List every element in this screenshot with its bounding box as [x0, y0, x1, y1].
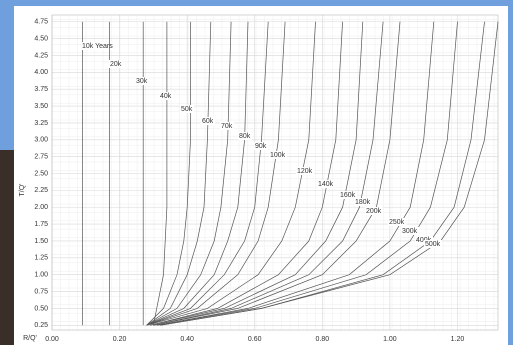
curve-label: 40k: [160, 93, 172, 100]
curve-label: 250k: [389, 219, 405, 226]
curve-label: 60k: [202, 118, 214, 125]
page: 0.25 0.50 0.75 1.00 1.25 1.50 1.75 2.00 2.25 2.50…: [0, 0, 513, 345]
x-tick-label: 1.00: [383, 336, 397, 343]
x-axis-label: R/Q': [23, 335, 37, 342]
curve-label: 160k: [340, 192, 356, 199]
curve-label: 90k: [255, 143, 267, 150]
curve-label: 20k: [110, 61, 122, 68]
curve-label: 100k: [270, 152, 286, 159]
curve-label: 180k: [355, 199, 371, 206]
y-tick-label: 3.50: [34, 103, 48, 110]
y-tick-label: 4.75: [34, 19, 48, 26]
y-tick-label: 1.00: [34, 272, 48, 279]
y-tick-label: 4.50: [34, 35, 48, 42]
y-tick-label: 3.25: [34, 120, 48, 127]
y-tick-label: 1.75: [34, 221, 48, 228]
y-tick-label: 3.00: [34, 137, 48, 144]
curve-label: 80k: [239, 133, 251, 140]
y-tick-label: 2.00: [34, 204, 48, 211]
curve-label: 140k: [318, 181, 334, 188]
y-tick-label: 1.25: [34, 255, 48, 262]
y-tick-label: 4.25: [34, 52, 48, 59]
chart-panel: [14, 6, 508, 345]
x-tick-label: 0.00: [45, 336, 59, 343]
y-tick-label: 0.50: [34, 305, 48, 312]
x-tick-label: 0.20: [113, 336, 127, 343]
x-tick-label: 0.40: [180, 336, 194, 343]
curve-label: 120k: [297, 168, 313, 175]
x-tick-label: 0.80: [315, 336, 329, 343]
y-tick-label: 2.75: [34, 153, 48, 160]
curve-label: 10k Years: [82, 43, 113, 50]
curve-label: 30k: [136, 78, 148, 85]
curve-label: 500k: [425, 241, 441, 248]
x-tick-label: 1.20: [451, 336, 465, 343]
y-tick-label: 0.25: [34, 322, 48, 329]
y-tick-label: 2.25: [34, 187, 48, 194]
x-tick-label: 0.60: [248, 336, 262, 343]
curve-label: 300k: [402, 228, 418, 235]
y-axis-label: T/Q': [19, 183, 26, 196]
curve-label: 200k: [366, 208, 382, 215]
curve-label: 50k: [181, 106, 193, 113]
background-photo: [0, 150, 14, 345]
y-tick-label: 3.75: [34, 86, 48, 93]
y-tick-label: 1.50: [34, 238, 48, 245]
curve-label: 70k: [221, 123, 233, 130]
y-tick-label: 4.00: [34, 69, 48, 76]
y-tick-label: 2.50: [34, 170, 48, 177]
screenshot: 0.25 0.50 0.75 1.00 1.25 1.50 1.75 2.00 2.25 2.50…: [0, 0, 513, 345]
y-tick-label: 0.75: [34, 288, 48, 295]
